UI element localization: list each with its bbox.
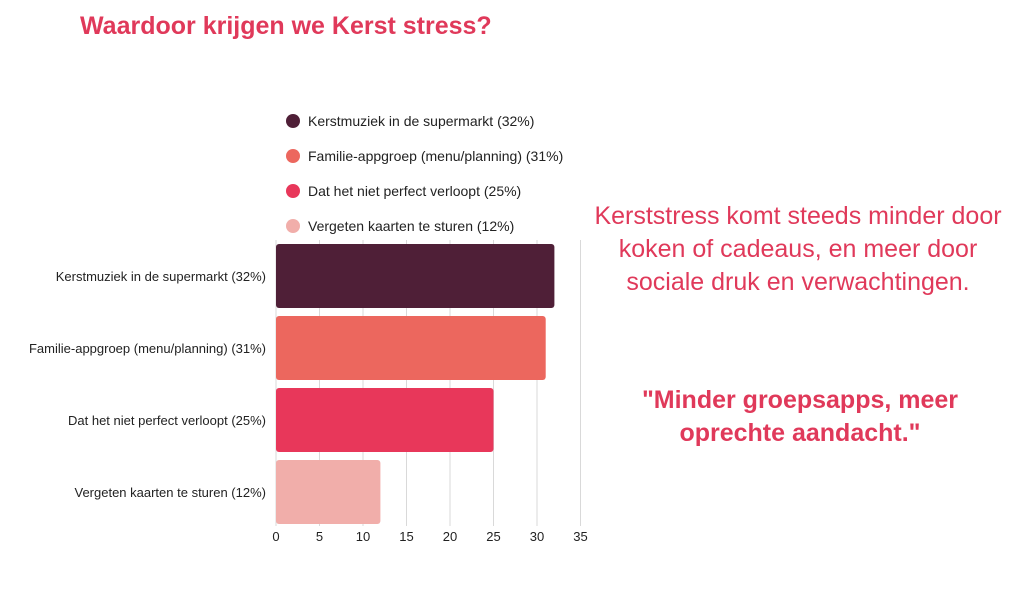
bar xyxy=(276,244,555,308)
x-tick-label: 15 xyxy=(399,529,413,544)
y-category-label: Familie-appgroep (menu/planning) (31%) xyxy=(29,341,266,356)
chart-title: Waardoor krijgen we Kerst stress? xyxy=(80,12,492,40)
legend-item: Dat het niet perfect verloopt (25%) xyxy=(286,173,563,208)
legend-swatch xyxy=(286,148,300,163)
legend-item: Kerstmuziek in de supermarkt (32%) xyxy=(286,103,563,138)
legend-swatch xyxy=(286,183,300,198)
y-category-label: Kerstmuziek in de supermarkt (32%) xyxy=(56,269,266,284)
legend: Kerstmuziek in de supermarkt (32%) Famil… xyxy=(286,103,563,243)
y-category-label: Dat het niet perfect verloopt (25%) xyxy=(68,413,266,428)
x-tick-label: 10 xyxy=(356,529,370,544)
x-tick-label: 35 xyxy=(573,529,587,544)
y-category-label: Vergeten kaarten te sturen (12%) xyxy=(74,485,266,500)
x-tick-label: 25 xyxy=(486,529,500,544)
legend-item: Vergeten kaarten te sturen (12%) xyxy=(286,208,563,243)
bar xyxy=(276,316,546,380)
legend-swatch xyxy=(286,113,300,128)
legend-label: Kerstmuziek in de supermarkt (32%) xyxy=(308,112,535,129)
legend-item: Familie-appgroep (menu/planning) (31%) xyxy=(286,138,563,173)
x-tick-label: 5 xyxy=(316,529,323,544)
quote-text: "Minder groepsapps, meer oprechte aandac… xyxy=(641,386,959,447)
legend-swatch xyxy=(286,218,300,233)
bar xyxy=(276,388,494,452)
x-tick-label: 0 xyxy=(272,529,279,544)
commentary-text: Kerststress komt steeds minder door koke… xyxy=(594,202,1002,296)
legend-label: Vergeten kaarten te sturen (12%) xyxy=(308,217,515,234)
legend-label: Familie-appgroep (menu/planning) (31%) xyxy=(308,147,564,164)
x-tick-label: 20 xyxy=(443,529,457,544)
bar xyxy=(276,460,381,524)
x-tick-label: 30 xyxy=(530,529,544,544)
legend-label: Dat het niet perfect verloopt (25%) xyxy=(308,182,522,199)
